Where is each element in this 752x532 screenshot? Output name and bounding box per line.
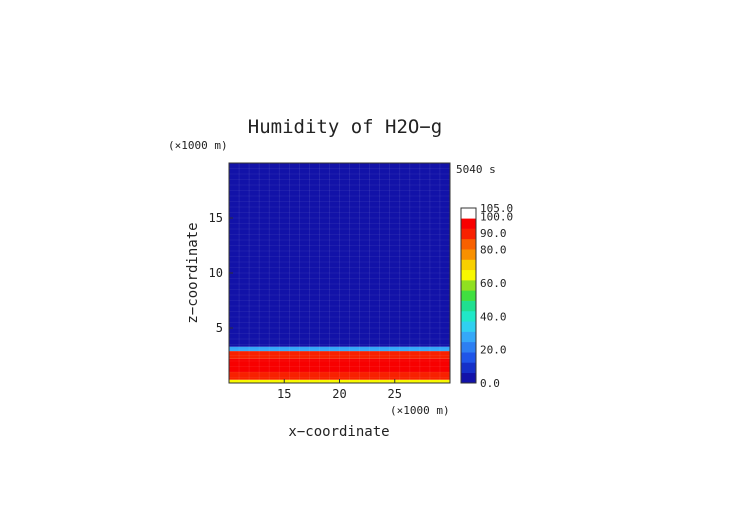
- chart-title: Humidity of H2O−g: [248, 116, 442, 138]
- plot-area: [229, 163, 450, 383]
- y-tick-label: 10: [209, 266, 223, 280]
- heatmap-layer-2: [229, 358, 450, 372]
- colorbar-tick-label: 40.0: [480, 310, 507, 323]
- colorbar-segment: [461, 208, 476, 219]
- z-unit-label: (×1000 m): [168, 139, 228, 152]
- colorbar-segment: [461, 259, 476, 271]
- heatmap-layer-5: [229, 163, 450, 347]
- colorbar-segment: [461, 300, 476, 312]
- colorbar-segment: [461, 362, 476, 374]
- colorbar-segment: [461, 269, 476, 281]
- heatmap-layer-1: [229, 372, 450, 380]
- heatmap-layer-3: [229, 351, 450, 359]
- colorbar-tick-label: 80.0: [480, 244, 507, 257]
- x-tick-label: 25: [388, 387, 402, 401]
- heatmap-layer-4: [229, 346, 450, 352]
- colorbar-frame: [460, 207, 477, 384]
- y-tick-labels: 5 10 15: [209, 211, 233, 335]
- time-label: 5040 s: [456, 163, 496, 176]
- colorbar-tick-label: 105.0: [480, 202, 513, 215]
- colorbar-tick-label: 90.0: [480, 227, 507, 240]
- colorbar-segment: [461, 310, 476, 322]
- colorbar-segment: [461, 352, 476, 363]
- y-tick-label: 5: [216, 321, 223, 335]
- colorbar-tick-label: 100.0: [480, 210, 513, 223]
- colorbar-segment: [461, 218, 476, 229]
- colorbar-tick-label: 0.0: [480, 377, 500, 390]
- colorbar-tick-label: 20.0: [480, 344, 507, 357]
- y-axis-label: z−coordinate: [185, 222, 201, 323]
- colorbar-segment: [461, 341, 476, 353]
- colorbar-segment: [461, 228, 476, 240]
- y-tick-label: 15: [209, 211, 223, 225]
- colorbar-segment: [461, 321, 476, 332]
- colorbar-segment: [461, 331, 476, 343]
- x-tick-label: 15: [277, 387, 291, 401]
- colorbar-segment: [461, 290, 476, 301]
- x-tick-label: 20: [332, 387, 346, 401]
- colorbar-tick-label: 60.0: [480, 277, 507, 290]
- colorbar-segment: [461, 238, 476, 250]
- x-axis-label: x−coordinate: [288, 424, 389, 440]
- colorbar-segment: [461, 249, 476, 260]
- x-unit-label: (×1000 m): [390, 404, 450, 417]
- colorbar: [460, 207, 477, 384]
- colorbar-segment: [461, 372, 476, 384]
- x-tick-labels: 15 20 25: [277, 379, 402, 401]
- colorbar-segment: [461, 280, 476, 291]
